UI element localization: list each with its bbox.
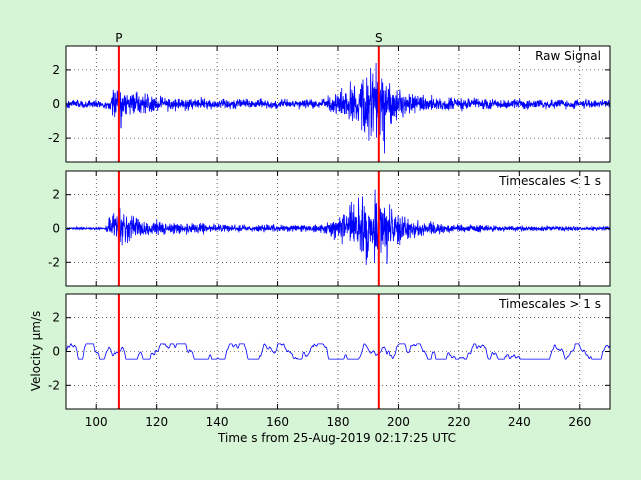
x-tick-label: 100 xyxy=(85,415,108,429)
panel-title: Timescales > 1 s xyxy=(498,297,601,311)
y-tick-label: 2 xyxy=(52,63,60,77)
x-tick-label: 200 xyxy=(387,415,410,429)
raw-signal-panel: P S -2 0 2 Raw Signal xyxy=(48,31,611,163)
x-tick-label: 220 xyxy=(447,415,470,429)
short-timescale-panel: -2 0 2 Timescales < 1 s xyxy=(48,170,611,287)
y-tick-label: 2 xyxy=(52,188,60,202)
panel-title: Timescales < 1 s xyxy=(498,174,601,188)
y-tick-label: -2 xyxy=(48,131,60,145)
waveform-line xyxy=(65,63,611,159)
x-tick-label: 240 xyxy=(508,415,531,429)
y-axis-label: Velocity µm/s xyxy=(29,311,43,392)
y-tick-label: 2 xyxy=(52,311,60,325)
waveform-line xyxy=(65,343,611,360)
y-tick-label: 0 xyxy=(52,222,60,236)
x-tick-label: 120 xyxy=(145,415,168,429)
x-tick-label: 140 xyxy=(206,415,229,429)
x-axis-label: Time s from 25-Aug-2019 02:17:25 UTC xyxy=(217,431,456,445)
long-timescale-panel: 100 120 140 160 180 200 220 240 260 -2 0 2 Timescale… xyxy=(48,293,611,429)
panel-title: Raw Signal xyxy=(535,49,601,63)
x-tick-label: 260 xyxy=(568,415,591,429)
y-tick-label: 0 xyxy=(52,97,60,111)
arrival-marker-label: P xyxy=(115,31,122,45)
x-tick-label: 160 xyxy=(266,415,289,429)
y-tick-label: -2 xyxy=(48,378,60,392)
waveform-line xyxy=(65,189,611,283)
x-tick-label: 180 xyxy=(327,415,350,429)
y-tick-label: 0 xyxy=(52,345,60,359)
y-tick-label: -2 xyxy=(48,255,60,269)
arrival-marker-label: S xyxy=(375,31,383,45)
